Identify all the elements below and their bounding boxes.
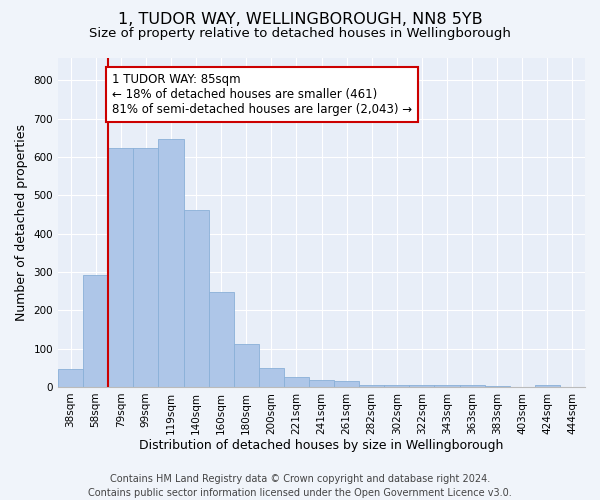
- Bar: [334, 381, 359, 387]
- Bar: [384, 386, 409, 387]
- Bar: [535, 386, 560, 387]
- Bar: [284, 376, 309, 387]
- Bar: [309, 380, 334, 387]
- Bar: [485, 386, 510, 387]
- Bar: [259, 368, 284, 387]
- Text: Size of property relative to detached houses in Wellingborough: Size of property relative to detached ho…: [89, 28, 511, 40]
- Bar: [184, 210, 209, 387]
- Bar: [108, 148, 133, 387]
- Bar: [83, 274, 108, 387]
- Bar: [133, 148, 158, 387]
- Text: Contains HM Land Registry data © Crown copyright and database right 2024.
Contai: Contains HM Land Registry data © Crown c…: [88, 474, 512, 498]
- Bar: [209, 292, 233, 387]
- Text: 1, TUDOR WAY, WELLINGBOROUGH, NN8 5YB: 1, TUDOR WAY, WELLINGBOROUGH, NN8 5YB: [118, 12, 482, 28]
- Y-axis label: Number of detached properties: Number of detached properties: [15, 124, 28, 320]
- Bar: [460, 386, 485, 387]
- Bar: [58, 368, 83, 387]
- Bar: [434, 386, 460, 387]
- X-axis label: Distribution of detached houses by size in Wellingborough: Distribution of detached houses by size …: [139, 440, 504, 452]
- Bar: [359, 385, 384, 387]
- Bar: [409, 384, 434, 387]
- Text: 1 TUDOR WAY: 85sqm
← 18% of detached houses are smaller (461)
81% of semi-detach: 1 TUDOR WAY: 85sqm ← 18% of detached hou…: [112, 73, 412, 116]
- Bar: [233, 344, 259, 387]
- Bar: [158, 138, 184, 387]
